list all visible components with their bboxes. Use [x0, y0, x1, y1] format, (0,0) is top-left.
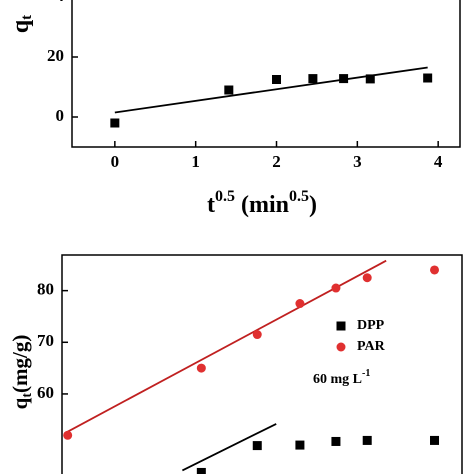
fit-line: [181, 423, 277, 472]
marker: [430, 435, 440, 445]
marker: [295, 299, 305, 309]
marker: [110, 118, 120, 128]
x-tick-label: 4: [434, 152, 443, 171]
marker: [196, 467, 206, 474]
marker: [295, 440, 305, 450]
marker: [272, 75, 282, 84]
legend-marker: [336, 321, 346, 331]
y-tick-label: 4: [56, 0, 65, 5]
legend-label: PAR: [357, 339, 386, 354]
y-axis-label: qt: [8, 15, 36, 33]
marker: [252, 330, 262, 340]
x-tick-label: 3: [353, 152, 362, 171]
marker: [63, 430, 73, 440]
y-axis-label: qt(mg/g): [8, 335, 35, 410]
marker: [224, 85, 234, 95]
y-tick-label: 20: [47, 46, 64, 65]
x-axis-label: t0.5 (min0.5): [207, 188, 317, 218]
marker: [308, 74, 318, 84]
marker: [430, 265, 440, 275]
marker: [252, 441, 262, 451]
y-tick-label: 70: [37, 331, 54, 350]
x-tick-label: 2: [272, 152, 281, 171]
x-tick-label: 1: [191, 152, 200, 171]
legend-marker: [336, 342, 346, 352]
marker: [365, 74, 375, 84]
marker: [423, 73, 433, 83]
marker: [362, 435, 372, 445]
annotation: 60 mg L-1: [313, 368, 370, 387]
axis-frame: [71, 0, 461, 148]
marker: [331, 436, 341, 446]
marker: [339, 74, 349, 84]
x-tick-label: 0: [111, 152, 120, 171]
axis-frame: [61, 254, 463, 474]
fit-line: [114, 66, 428, 114]
y-tick-label: 0: [56, 106, 65, 125]
marker: [362, 273, 372, 283]
marker: [196, 363, 206, 373]
marker: [331, 283, 341, 293]
legend-label: DPP: [357, 318, 385, 333]
y-tick-label: 60: [37, 383, 54, 402]
y-tick-label: 80: [37, 280, 54, 299]
